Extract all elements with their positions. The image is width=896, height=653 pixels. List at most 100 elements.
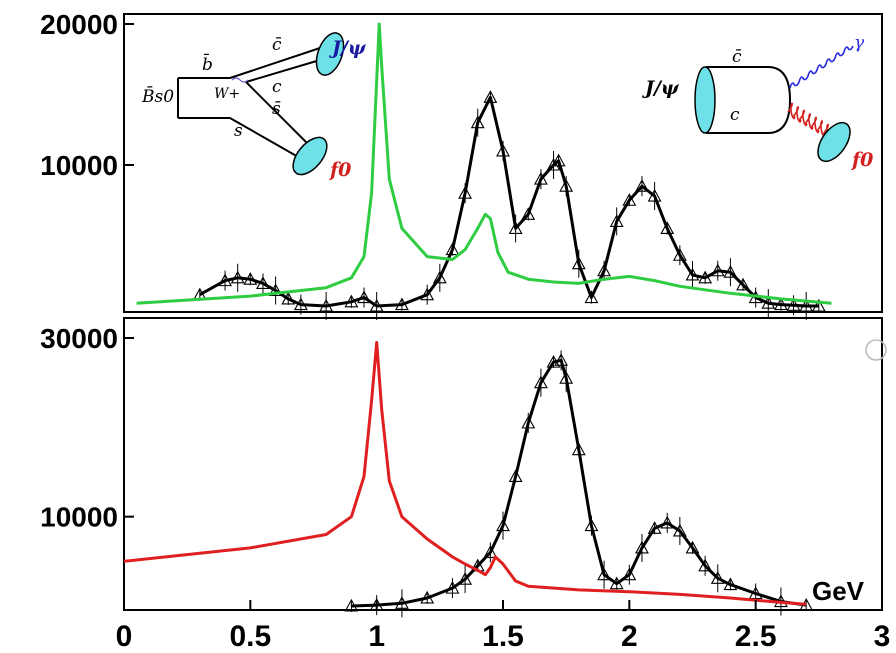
c-bar-label-right: c̄ — [732, 47, 742, 67]
f0-label-right: f0 — [850, 149, 873, 171]
x-tick-label: 0 — [116, 620, 133, 653]
data-point — [293, 297, 308, 311]
data-point — [483, 545, 498, 558]
data-point — [597, 263, 611, 277]
data-point — [584, 290, 599, 304]
data-point — [357, 290, 371, 304]
data-point — [521, 415, 536, 429]
axes-layer: 20000 10000 30000 10000 0 0.5 1 1.5 2 2.5 3 — [40, 9, 890, 653]
data-point — [672, 523, 687, 537]
data-point — [483, 90, 498, 103]
data-point — [445, 580, 460, 594]
x-tick-label: 1 — [368, 620, 385, 653]
y-tick-label: 30000 — [40, 323, 118, 354]
model-curve-bottom — [123, 341, 807, 606]
data-point — [218, 273, 232, 287]
data-point — [723, 577, 738, 591]
c-label-left: c — [272, 77, 282, 97]
data-point — [470, 115, 485, 129]
top-panel-frame — [123, 13, 883, 313]
data-point — [761, 296, 776, 309]
b-bar-label: b̄ — [202, 52, 213, 75]
w-label: W+ — [214, 86, 240, 102]
data-point — [533, 375, 548, 389]
data-point — [559, 371, 574, 384]
fit-curve-top — [199, 95, 819, 308]
data-point — [395, 596, 409, 609]
data-point — [533, 171, 548, 185]
data-point — [508, 221, 523, 234]
data-point — [698, 558, 713, 572]
data-point — [622, 567, 637, 581]
data-point — [710, 263, 725, 277]
data-point — [554, 353, 569, 366]
data-point — [660, 515, 675, 529]
x-tick-label: 2.5 — [735, 620, 777, 653]
x-tick-label: 3 — [874, 620, 891, 653]
decay-diagram-left: b̄ B̄s0 W+ c̄ c s̄ s J/ψ f0 — [141, 32, 367, 181]
s-bar-label: s̄ — [272, 99, 281, 119]
data-point — [496, 518, 510, 532]
data-point — [559, 179, 574, 192]
y-tick-label: 20000 — [40, 9, 118, 40]
data-point — [369, 298, 384, 312]
data-point — [748, 586, 763, 600]
data-point — [420, 590, 435, 604]
data-point — [672, 248, 687, 261]
data-point — [230, 270, 245, 284]
data-point — [571, 442, 586, 456]
data-point — [458, 186, 473, 199]
data-point — [660, 221, 675, 234]
c-label-right: c — [730, 105, 740, 125]
data-point — [635, 540, 649, 554]
data-point — [445, 242, 460, 256]
data-point — [786, 298, 801, 311]
data-point — [584, 518, 599, 532]
data-point — [319, 298, 334, 312]
data-point — [736, 277, 750, 291]
x-tick-label: 2 — [621, 620, 638, 653]
data-point — [571, 256, 586, 270]
data-point — [685, 540, 700, 554]
f0-label-left: f0 — [328, 159, 351, 181]
data-point — [508, 469, 523, 483]
data-point — [685, 267, 700, 281]
data-point — [609, 576, 624, 590]
data-point — [710, 571, 725, 584]
data-point — [811, 298, 826, 312]
plot-layer — [123, 22, 832, 618]
data-point — [395, 297, 409, 311]
y-tick-label: 10000 — [40, 502, 118, 533]
circle-icon — [865, 339, 887, 361]
model-curve-top — [136, 22, 832, 305]
data-point — [622, 193, 637, 206]
data-point — [243, 272, 258, 285]
data-point — [496, 143, 510, 157]
y-tick-label: 10000 — [40, 150, 118, 181]
data-point — [344, 294, 359, 308]
data-point — [647, 188, 662, 202]
data-point — [799, 298, 814, 312]
data-point — [597, 567, 611, 581]
x-axis-label: GeV — [812, 576, 865, 606]
c-bar-top-label: c̄ — [272, 35, 282, 55]
data-point — [546, 157, 561, 171]
data-point — [458, 572, 473, 585]
data-point — [521, 207, 536, 220]
f0-meson-right — [817, 121, 851, 163]
jpsi-meson-left — [315, 32, 345, 76]
data-point — [551, 153, 566, 167]
data-point — [609, 214, 624, 227]
jpsi-label-right: J/ψ — [642, 77, 680, 99]
fit-curve-bottom — [351, 358, 807, 608]
data-point — [647, 521, 662, 534]
bs0-label: B̄s0 — [141, 85, 174, 107]
data-point — [344, 598, 359, 612]
data-point — [698, 270, 713, 284]
data-point — [369, 597, 384, 611]
data-point — [774, 297, 788, 311]
jpsi-label-left: J/ψ — [329, 37, 367, 59]
data-point — [420, 287, 435, 301]
x-tick-label: 0.5 — [229, 620, 271, 653]
